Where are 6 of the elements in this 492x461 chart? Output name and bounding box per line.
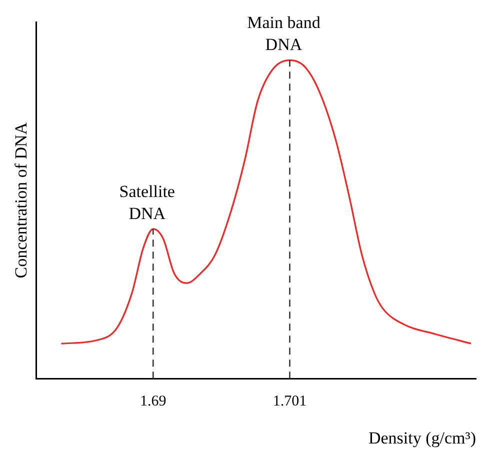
x-axis-title: Density (g/cm³) (368, 428, 476, 448)
annotation: Main band DNA (247, 13, 321, 54)
x-tick-label: 1.69 (140, 394, 166, 410)
annotation: Satellite DNA (119, 182, 175, 223)
x-tick-label: 1.701 (272, 394, 307, 410)
y-axis-title: Concentration of DNA (12, 122, 31, 278)
